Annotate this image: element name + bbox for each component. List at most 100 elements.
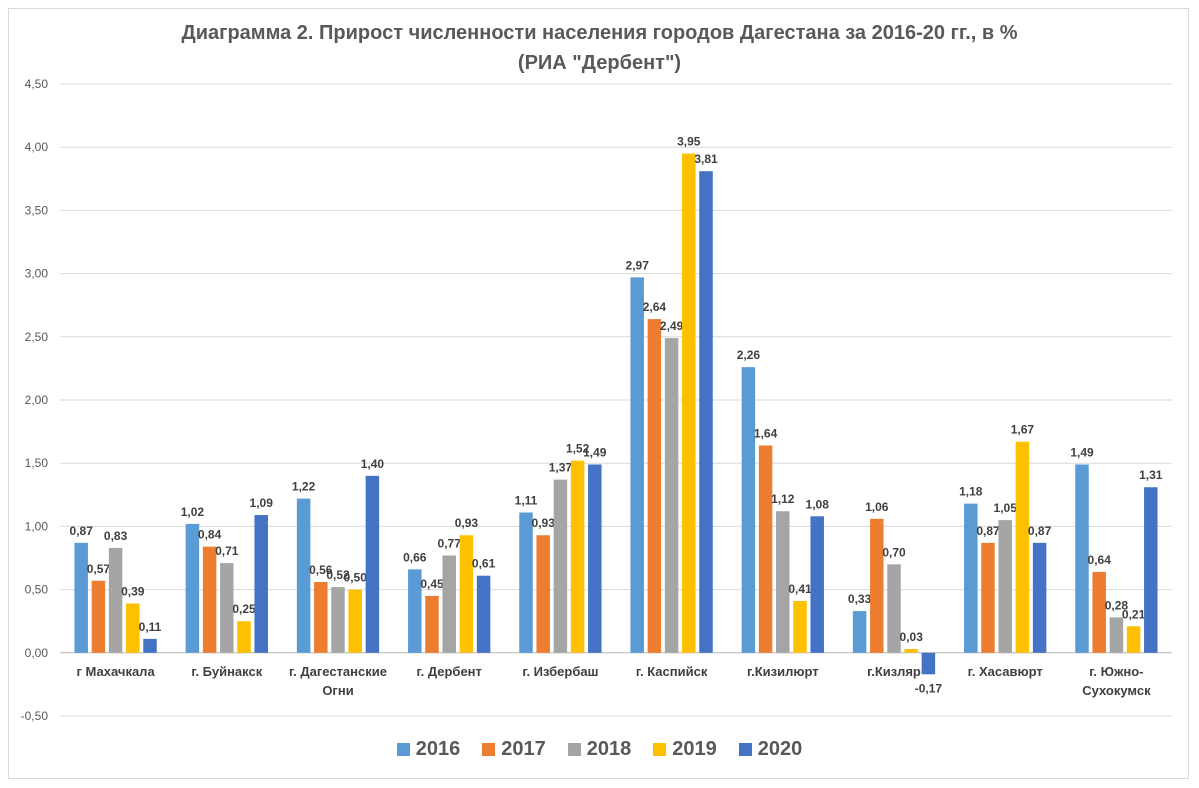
bar <box>143 638 157 653</box>
bar <box>758 445 773 653</box>
legend-swatch <box>482 743 496 756</box>
bar <box>536 535 550 653</box>
bar <box>296 498 311 653</box>
bar <box>870 518 884 653</box>
data-label: 1,11 <box>515 493 538 507</box>
x-tick-label: г. Хасавюрт <box>968 664 1043 679</box>
bar <box>570 460 585 653</box>
bar <box>476 575 491 653</box>
chart-legend: 2016 2017 2018 2019 2020 <box>0 738 1199 761</box>
bar <box>185 523 200 653</box>
bar <box>981 542 995 653</box>
data-label: 0,11 <box>139 620 162 634</box>
bar <box>1075 464 1089 653</box>
legend-swatch <box>567 743 581 756</box>
data-label: 1,49 <box>1070 445 1094 459</box>
data-label: 1,67 <box>1011 423 1035 437</box>
data-label: 0,28 <box>1105 598 1129 612</box>
bar <box>74 542 88 653</box>
data-label: 2,64 <box>643 300 667 314</box>
data-label: 0,87 <box>70 524 94 538</box>
bar <box>237 621 251 653</box>
bar <box>1032 542 1047 653</box>
x-tick-label: г.Кизляр <box>867 664 921 679</box>
bar <box>998 520 1012 653</box>
x-tick-label: г Махачкала <box>77 664 156 679</box>
data-label: 1,22 <box>292 480 316 494</box>
data-label: 2,26 <box>737 348 761 362</box>
y-tick-label: 0,00 <box>25 646 49 660</box>
x-tick-label: г. Буйнакск <box>191 664 262 679</box>
bar <box>852 611 867 653</box>
data-label: 0,87 <box>1028 524 1052 538</box>
y-tick-label: 1,50 <box>25 456 49 470</box>
bar <box>254 515 268 653</box>
data-label: 0,87 <box>976 524 1000 538</box>
bar <box>553 479 568 653</box>
legend-item: 2016 <box>396 738 460 761</box>
chart-subtitle: (РИА "Дербент") <box>517 52 682 74</box>
bar <box>630 277 644 653</box>
data-label: 0,64 <box>1088 553 1112 567</box>
x-tick-label: Сухокумск <box>1082 683 1151 698</box>
data-label: 0,21 <box>1122 607 1146 621</box>
x-tick-label: Огни <box>322 683 353 698</box>
data-label: 1,18 <box>959 485 983 499</box>
x-tick-label: г.Кизилюрт <box>747 664 819 679</box>
bar <box>365 475 380 653</box>
legend-item: 2018 <box>567 738 632 761</box>
data-label: 0,33 <box>848 592 872 606</box>
y-tick-label: 4,50 <box>25 77 49 91</box>
data-label: 1,31 <box>1139 468 1163 482</box>
x-tick-label: г. Дагестанские <box>289 664 387 679</box>
legend-label: 2020 <box>757 738 803 760</box>
data-label: 0,52 <box>326 568 350 582</box>
data-label: 1,40 <box>361 457 385 471</box>
bar <box>664 338 679 653</box>
data-label: 0,77 <box>438 536 462 550</box>
bar <box>408 569 422 653</box>
data-label: 0,45 <box>420 577 444 591</box>
bar <box>741 367 756 653</box>
y-tick-label: 2,50 <box>25 330 49 344</box>
bar <box>348 589 362 653</box>
x-tick-label: г. Дербент <box>416 664 481 679</box>
chart-title: Диаграмма 2. Прирост численности населен… <box>181 22 1018 44</box>
data-label: 0,41 <box>788 582 812 596</box>
legend-label: 2019 <box>672 738 717 760</box>
data-label: 0,83 <box>104 529 128 543</box>
bar <box>647 319 662 653</box>
bar <box>964 503 978 653</box>
data-label: 0,93 <box>532 516 556 530</box>
bar <box>921 652 936 675</box>
legend-item: 2017 <box>482 738 546 761</box>
data-label: 0,25 <box>232 602 256 616</box>
bar <box>1126 626 1141 653</box>
bar <box>793 600 807 653</box>
bar <box>810 516 824 653</box>
legend-item: 2019 <box>653 738 717 761</box>
data-label: 1,02 <box>181 505 205 519</box>
bar <box>331 587 345 653</box>
bar <box>1109 617 1124 653</box>
bar <box>699 171 713 653</box>
bar <box>220 563 234 653</box>
data-label: 0,70 <box>882 545 906 559</box>
legend-swatch <box>653 743 667 756</box>
x-tick-label: г. Каспийск <box>636 664 708 679</box>
bar <box>1144 487 1158 653</box>
bar <box>126 603 140 653</box>
bar <box>776 511 790 653</box>
bar <box>425 595 439 653</box>
data-label: 1,05 <box>994 501 1018 515</box>
data-label: 0,57 <box>87 562 111 576</box>
legend-label: 2018 <box>586 738 632 760</box>
data-label: 0,66 <box>403 550 427 564</box>
data-label: 2,49 <box>660 319 684 333</box>
data-label: -0,17 <box>915 681 943 695</box>
data-label: 2,97 <box>626 258 650 272</box>
bar <box>202 546 217 653</box>
bar <box>1092 571 1106 653</box>
legend-swatch <box>738 743 752 756</box>
